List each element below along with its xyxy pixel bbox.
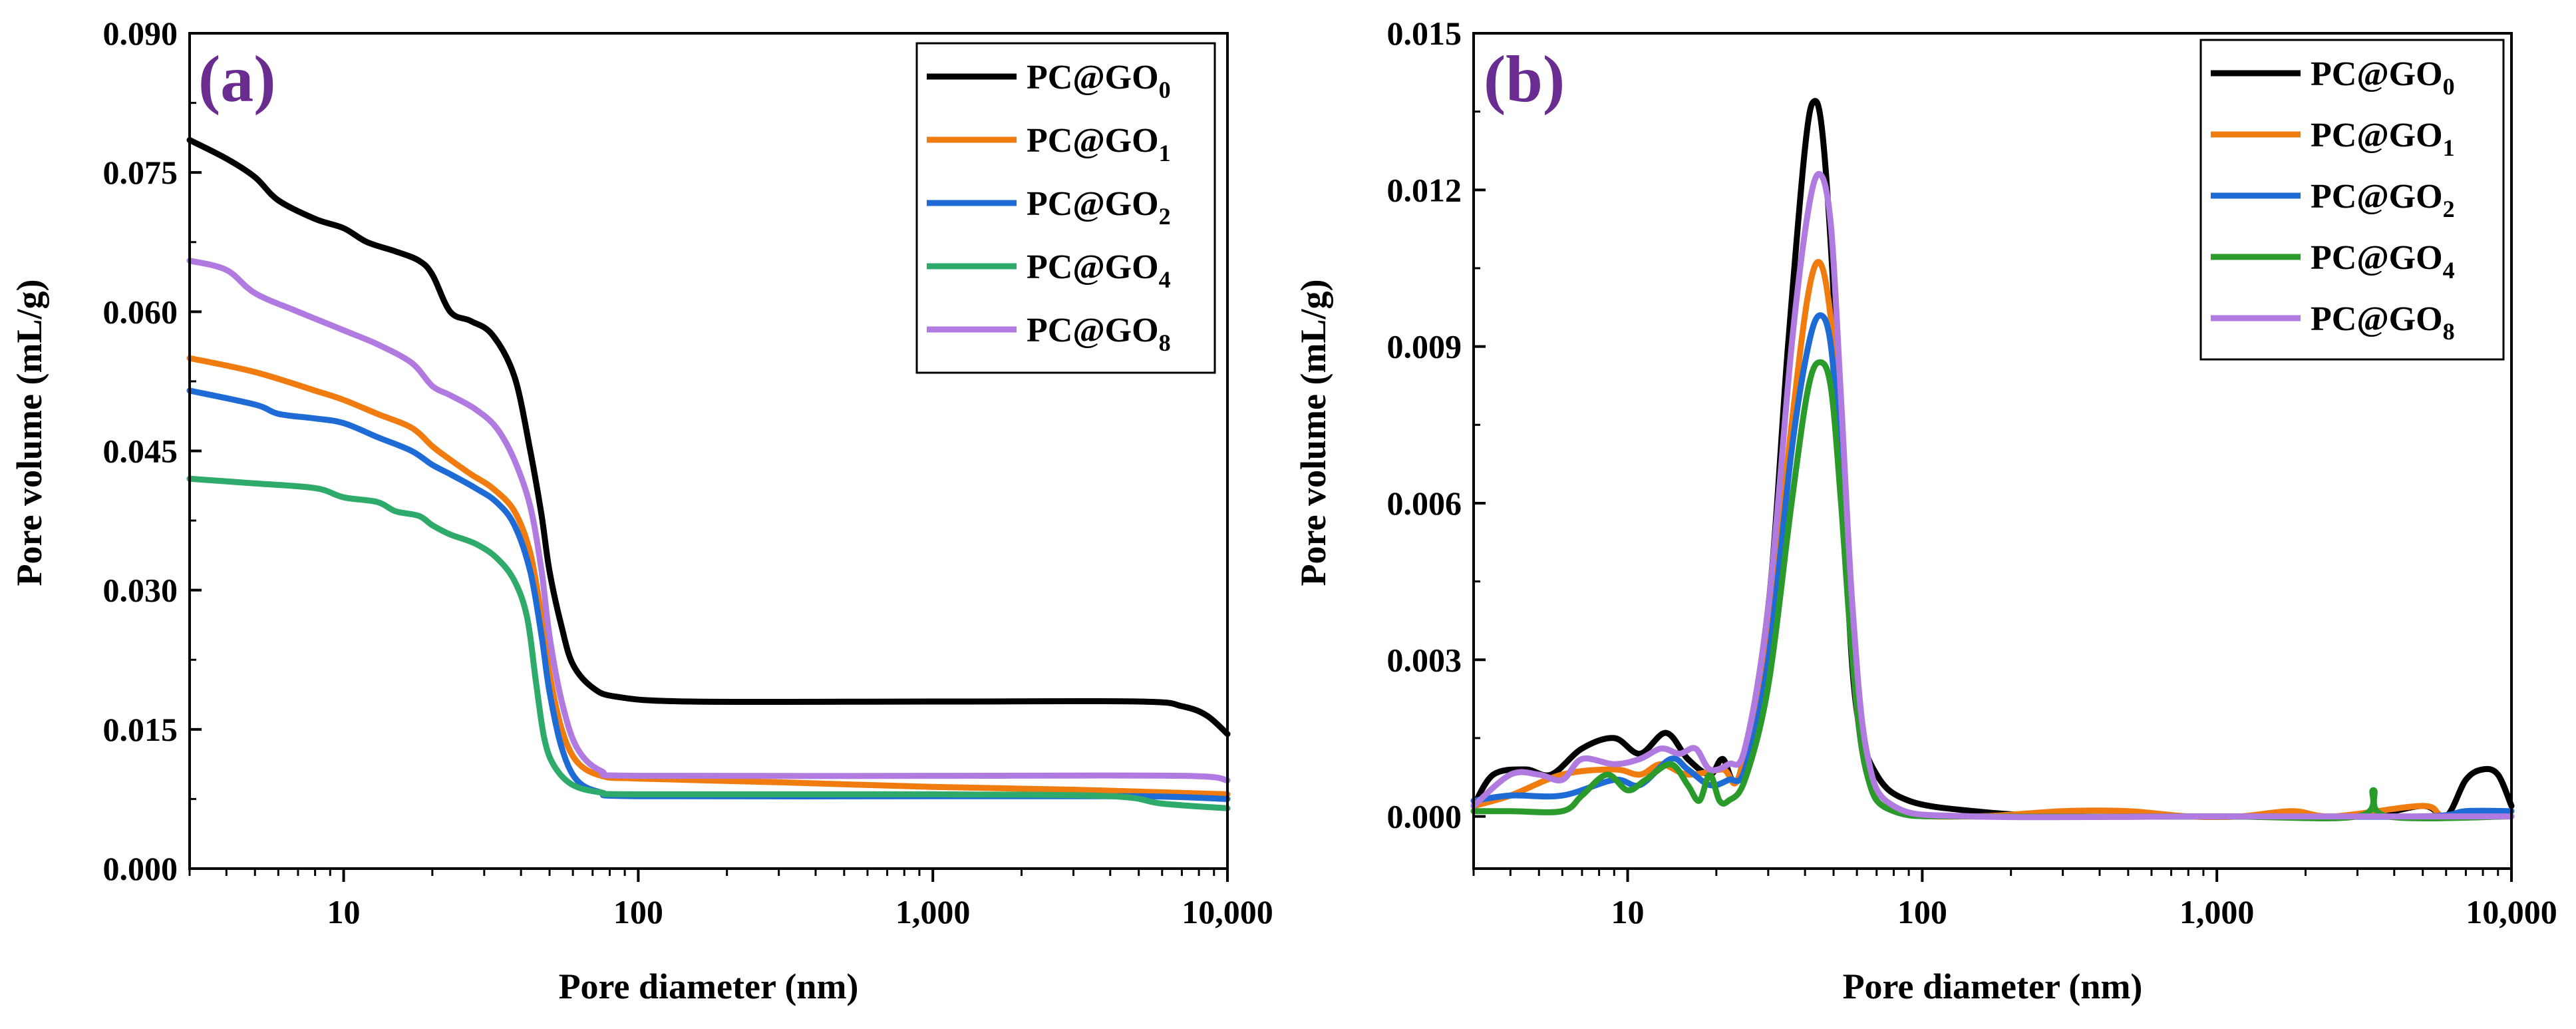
panel-b-legend-label-pc-go-1: PC@GO1 [2311, 116, 2455, 161]
panel-b-legend: PC@GO0 PC@GO1 PC@GO2 PC@GO4 PC@GO8 [2199, 39, 2505, 361]
panel-a-y-tick-label: 0.045 [103, 433, 178, 470]
panel-b-x-axis-title: Pore diameter (nm) [1843, 966, 2143, 1006]
panel-a-y-tick-label: 0.075 [103, 154, 178, 191]
panel-a-legend-label-pc-go-8: PC@GO8 [1027, 311, 1171, 356]
panel-a-x-tick-label: 100 [613, 893, 663, 930]
panel-a-x-tick-label: 10,000 [1182, 893, 1273, 930]
panel-a-x-ticks: 10 100 1,000 10,000 [188, 869, 1273, 930]
panel-b-x-tick-label: 100 [1897, 893, 1947, 930]
panel-b-legend-label-pc-go-4: PC@GO4 [2311, 239, 2455, 284]
panel-a-y-tick-label: 0.000 [103, 850, 178, 887]
panel-b-series-line-pc-go-8 [1470, 170, 2515, 821]
panel-b-y-axis-title: Pore volume (mL/g) [1293, 280, 1333, 586]
panel-a-series-line-pc-go-8 [186, 258, 1231, 783]
panel-a-label: (a) [198, 42, 276, 116]
panel-b-series-line-pc-go-2 [1470, 312, 2515, 820]
panel-b-legend-label-pc-go-8: PC@GO8 [2311, 300, 2455, 345]
panel-b-plot-area [1470, 98, 2515, 821]
panel-a-legend-label-pc-go-4: PC@GO4 [1027, 248, 1171, 293]
panel-b-y-tick-label: 0.012 [1387, 171, 1462, 208]
panel-b-legend-box [2199, 39, 2505, 361]
panel-b-y-tick-label: 0.015 [1387, 15, 1462, 52]
panel-a-y-tick-label: 0.015 [103, 711, 178, 748]
panel-b-y-tick-label: 0.000 [1387, 798, 1462, 835]
panel-b-label: (b) [1484, 42, 1565, 116]
panel-b-legend-label-pc-go-0: PC@GO0 [2311, 55, 2455, 100]
panel-b-legend-label-pc-go-2: PC@GO2 [2311, 178, 2455, 222]
panel-b-axes-frame [1472, 32, 2513, 870]
panel-a-plot-area [186, 136, 1231, 811]
panel-a-legend-label-pc-go-2: PC@GO2 [1027, 185, 1171, 230]
panel-a-legend-label-pc-go-0: PC@GO0 [1027, 59, 1171, 103]
panel-a-x-axis-title: Pore diameter (nm) [559, 966, 859, 1006]
panel-a-y-tick-label: 0.090 [103, 15, 178, 52]
panel-b-x-ticks: 10 100 1,000 10,000 [1472, 869, 2557, 930]
panel-a-legend: PC@GO0 PC@GO1 PC@GO2 PC@GO4 PC@GO8 [915, 42, 1216, 374]
panel-b-y-tick-label: 0.009 [1387, 328, 1462, 365]
panel-b-x-tick-label: 10,000 [2466, 893, 2557, 930]
panel-a-y-tick-label: 0.030 [103, 572, 178, 609]
panel-a-x-tick-label: 1,000 [895, 893, 971, 930]
panel-b-y-ticks: 0.000 0.003 0.006 0.009 0.012 0.015 [1387, 15, 1486, 835]
panel-a-y-ticks: 0.000 0.015 0.030 0.045 0.060 0.075 0.090 [103, 15, 202, 887]
panel-b: 0.000 0.003 0.006 0.009 0.012 0.015 10 100 1,00… [1293, 15, 2557, 1006]
panel-a-series-line-pc-go-2 [186, 387, 1231, 802]
panel-b-y-tick-label: 0.003 [1387, 641, 1462, 678]
panel-b-y-tick-label: 0.006 [1387, 485, 1462, 522]
panel-a-series-line-pc-go-0 [186, 136, 1231, 737]
panel-a-legend-label-pc-go-1: PC@GO1 [1027, 122, 1171, 166]
panel-a-series-line-pc-go-4 [186, 475, 1231, 811]
panel-b-x-tick-label: 1,000 [2179, 893, 2255, 930]
panel-a-legend-box [915, 42, 1216, 374]
panel-a-y-tick-label: 0.060 [103, 293, 178, 330]
panel-b-x-tick-label: 10 [1611, 893, 1645, 930]
panel-a-y-axis-title: Pore volume (mL/g) [9, 280, 49, 586]
panel-a-x-tick-label: 10 [327, 893, 361, 930]
